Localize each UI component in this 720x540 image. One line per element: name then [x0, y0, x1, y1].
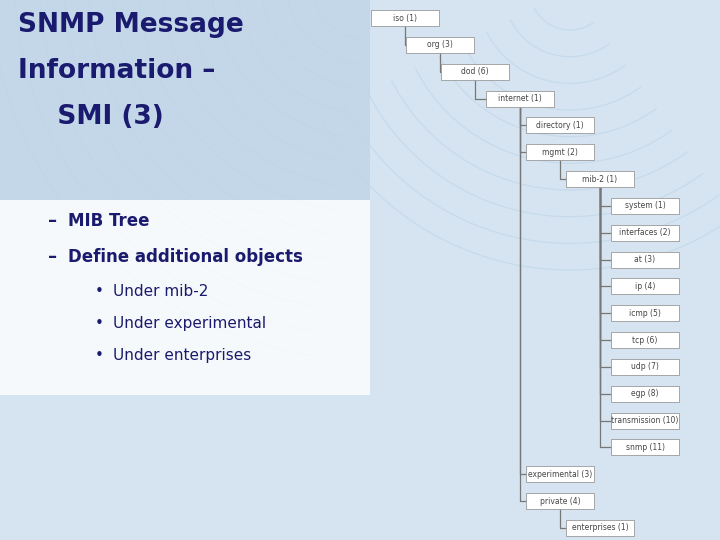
FancyBboxPatch shape: [611, 332, 679, 348]
Text: udp (7): udp (7): [631, 362, 659, 372]
Bar: [0, 200, 370, 395]
FancyBboxPatch shape: [526, 493, 594, 509]
FancyBboxPatch shape: [611, 279, 679, 294]
FancyBboxPatch shape: [566, 171, 634, 187]
FancyBboxPatch shape: [611, 440, 679, 455]
FancyBboxPatch shape: [441, 64, 509, 80]
Text: directory (1): directory (1): [536, 121, 584, 130]
Text: –: –: [48, 248, 57, 266]
FancyBboxPatch shape: [371, 10, 439, 26]
Text: Define additional objects: Define additional objects: [68, 248, 303, 266]
Text: Information –: Information –: [18, 58, 215, 84]
Text: enterprises (1): enterprises (1): [572, 523, 629, 532]
FancyBboxPatch shape: [611, 305, 679, 321]
FancyBboxPatch shape: [406, 37, 474, 53]
FancyBboxPatch shape: [486, 91, 554, 106]
FancyBboxPatch shape: [566, 520, 634, 536]
FancyBboxPatch shape: [611, 386, 679, 402]
Text: org (3): org (3): [427, 40, 453, 49]
Text: •: •: [95, 348, 104, 363]
Text: Under experimental: Under experimental: [113, 316, 266, 331]
FancyBboxPatch shape: [611, 225, 679, 241]
Text: SNMP Message: SNMP Message: [18, 12, 244, 38]
Bar: [0, 0, 370, 200]
Text: tcp (6): tcp (6): [632, 335, 657, 345]
Text: •: •: [95, 316, 104, 331]
Text: private (4): private (4): [540, 497, 580, 505]
FancyBboxPatch shape: [526, 144, 594, 160]
Text: –: –: [48, 212, 57, 230]
Text: transmission (10): transmission (10): [611, 416, 679, 425]
Text: interfaces (2): interfaces (2): [619, 228, 671, 237]
Text: Under mib-2: Under mib-2: [113, 284, 208, 299]
FancyBboxPatch shape: [526, 467, 594, 482]
Text: •: •: [95, 284, 104, 299]
FancyBboxPatch shape: [526, 117, 594, 133]
Text: snmp (11): snmp (11): [626, 443, 665, 452]
Text: SMI (3): SMI (3): [30, 104, 163, 130]
Text: icmp (5): icmp (5): [629, 309, 661, 318]
FancyBboxPatch shape: [611, 413, 679, 429]
Text: iso (1): iso (1): [393, 14, 417, 23]
Text: at (3): at (3): [634, 255, 656, 264]
Text: Under enterprises: Under enterprises: [113, 348, 251, 363]
Text: experimental (3): experimental (3): [528, 470, 592, 479]
FancyBboxPatch shape: [611, 252, 679, 268]
Text: mib-2 (1): mib-2 (1): [582, 174, 618, 184]
Text: dod (6): dod (6): [462, 67, 489, 76]
Text: internet (1): internet (1): [498, 94, 542, 103]
Text: ip (4): ip (4): [635, 282, 655, 291]
FancyBboxPatch shape: [611, 198, 679, 214]
Text: MIB Tree: MIB Tree: [68, 212, 150, 230]
Text: system (1): system (1): [625, 201, 665, 211]
Text: egp (8): egp (8): [631, 389, 659, 399]
Text: mgmt (2): mgmt (2): [542, 148, 578, 157]
FancyBboxPatch shape: [611, 359, 679, 375]
